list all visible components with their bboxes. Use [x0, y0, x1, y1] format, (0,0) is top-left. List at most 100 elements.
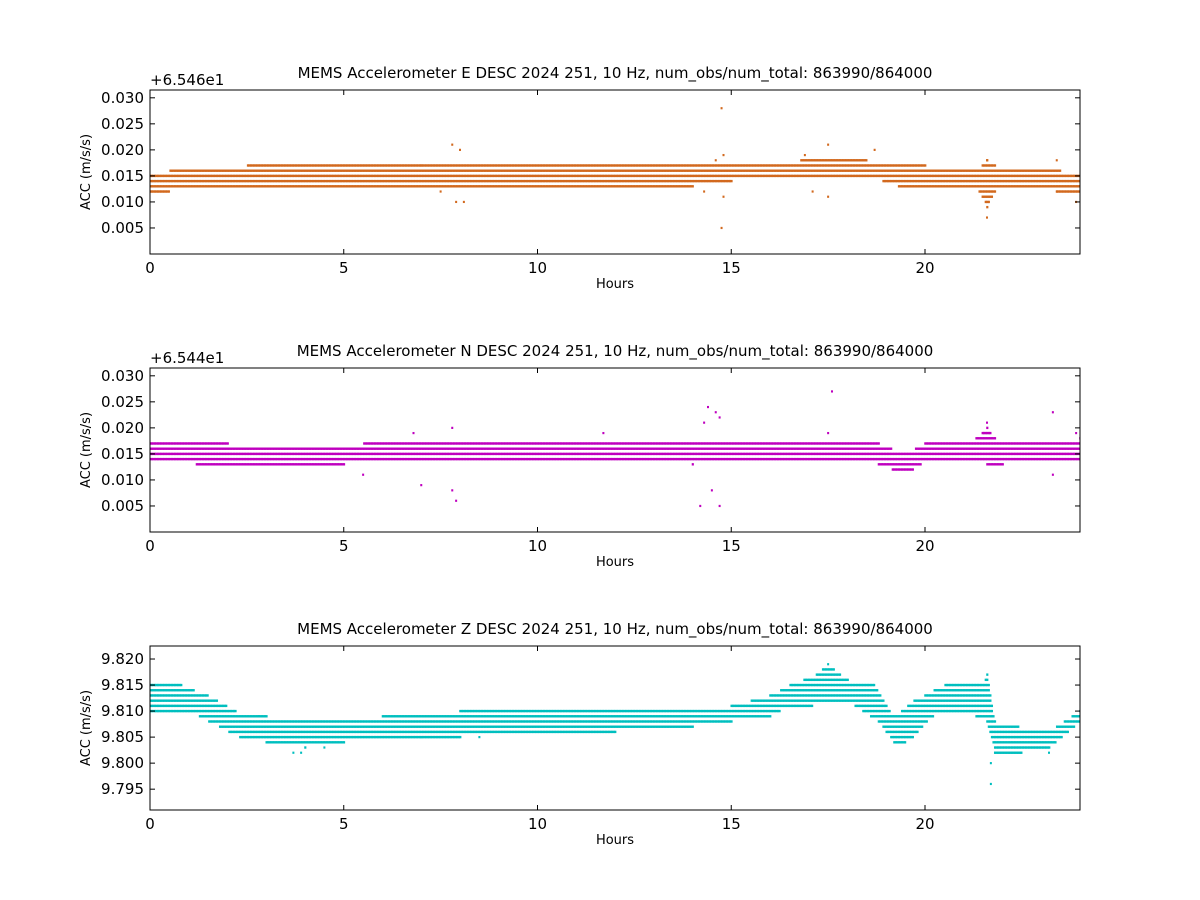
data-point: [256, 447, 259, 450]
data-point: [683, 452, 687, 456]
data-point: [629, 442, 632, 445]
data-point: [708, 179, 711, 183]
data-point: [442, 457, 445, 461]
data-point: [209, 442, 212, 445]
data-point: [606, 174, 609, 178]
data-point: [420, 179, 423, 183]
data-point: [180, 179, 183, 183]
data-point: [488, 185, 491, 188]
data-point: [231, 179, 234, 183]
data-point: [749, 169, 752, 172]
data-point: [338, 452, 341, 456]
data-point: [590, 164, 594, 167]
data-point: [547, 174, 550, 178]
data-point: [570, 442, 573, 445]
data-point: [637, 174, 640, 178]
data-point: [572, 169, 575, 172]
data-point: [510, 452, 513, 456]
data-point: [821, 452, 825, 456]
data-point: [299, 164, 302, 167]
data-point: [310, 169, 313, 172]
data-point: [651, 179, 654, 183]
data-point: [327, 174, 330, 178]
data-point: [640, 174, 643, 178]
data-point: [226, 169, 229, 172]
data-point: [253, 447, 256, 450]
data-point: [425, 174, 428, 178]
data-point: [659, 174, 662, 178]
data-point: [921, 174, 924, 178]
data-point: [160, 179, 163, 183]
data-point: [724, 457, 727, 461]
data-point: [375, 185, 378, 188]
data-point: [670, 457, 673, 461]
data-point: [270, 457, 273, 461]
data-point: [398, 457, 401, 461]
data-point: [267, 174, 270, 178]
data-point: [228, 174, 231, 178]
data-point: [394, 452, 397, 456]
data-point: [533, 442, 536, 445]
data-point: [471, 447, 474, 450]
data-point: [1048, 169, 1051, 172]
data-point: [989, 195, 992, 198]
data-point: [865, 452, 868, 456]
data-point: [693, 174, 696, 178]
data-point: [353, 169, 356, 172]
data-point: [304, 457, 307, 461]
data-point: [482, 452, 485, 456]
data-point: [597, 447, 600, 450]
data-point: [544, 457, 547, 461]
data-point: [504, 174, 507, 178]
data-point: [848, 442, 851, 445]
data-point: [198, 185, 201, 188]
data-point: [200, 174, 203, 178]
data-point: [806, 169, 809, 172]
data-point: [690, 447, 693, 450]
data-point: [890, 452, 893, 456]
data-point: [550, 179, 553, 183]
data-point: [792, 174, 795, 178]
data-point: [401, 457, 405, 461]
data-point: [321, 174, 324, 178]
data-point: [682, 457, 685, 461]
data-point: [558, 452, 561, 456]
data-point: [615, 174, 618, 178]
data-point: [507, 185, 510, 188]
data-point: [642, 457, 645, 461]
data-point: [153, 457, 157, 461]
data-point: [256, 463, 259, 466]
data-point: [795, 452, 798, 456]
data-point: [223, 169, 226, 172]
data-point: [499, 179, 502, 183]
data-point: [852, 169, 856, 172]
data-point: [315, 447, 318, 450]
data-point: [905, 185, 908, 188]
data-point: [391, 442, 394, 445]
data-point: [293, 174, 296, 178]
data-point: [896, 169, 899, 172]
data-point: [187, 174, 191, 178]
data-point: [687, 447, 690, 450]
data-point: [459, 185, 462, 188]
data-point: [980, 185, 983, 188]
data-point: [818, 159, 821, 162]
data-point: [942, 169, 945, 172]
data-point: [350, 457, 353, 461]
data-point: [528, 457, 532, 461]
data-point: [406, 457, 409, 461]
data-point: [420, 457, 423, 461]
data-point: [493, 185, 496, 188]
data-point: [629, 174, 632, 178]
data-point: [831, 452, 834, 456]
data-point: [435, 442, 439, 445]
data-point: [446, 442, 449, 445]
data-point: [1000, 457, 1003, 461]
data-point: [1057, 179, 1060, 183]
data-point: [930, 457, 933, 461]
data-point: [780, 169, 783, 172]
data-point: [187, 179, 191, 183]
data-point: [893, 169, 896, 172]
data-point: [888, 164, 891, 167]
data-point: [561, 452, 564, 456]
